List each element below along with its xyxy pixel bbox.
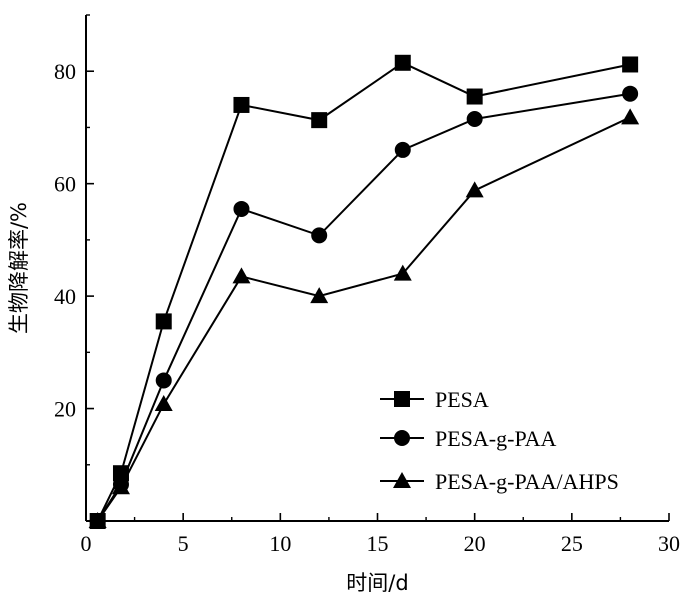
data-point-circle — [311, 227, 328, 244]
x-axis-title: 时间/d — [346, 571, 408, 595]
y-axis-title: 生物降解率/% — [7, 202, 31, 334]
x-tick-label: 25 — [561, 531, 583, 556]
legend-marker-triangle — [393, 472, 411, 488]
data-point-circle — [466, 111, 483, 128]
data-point-circle — [155, 372, 172, 389]
x-tick-label: 10 — [269, 531, 291, 556]
y-tick-label: 40 — [54, 284, 76, 309]
data-point-triangle — [88, 512, 107, 528]
data-point-circle — [233, 200, 250, 217]
data-point-square — [155, 313, 172, 330]
data-point-circle — [394, 141, 411, 158]
x-tick-label: 0 — [81, 531, 92, 556]
data-point-triangle — [310, 287, 329, 304]
data-point-square — [466, 88, 483, 105]
data-point-triangle — [393, 264, 412, 281]
data-point-triangle — [111, 478, 130, 495]
data-point-circle — [622, 85, 639, 102]
series-1 — [89, 54, 639, 529]
axes: 0 5 10 15 20 25 30 20 40 60 80 — [54, 14, 680, 556]
series-line — [96, 116, 631, 522]
data-point-square — [394, 54, 411, 71]
x-tick-label: 20 — [464, 531, 486, 556]
y-tick-label: 80 — [54, 59, 76, 84]
legend-label: PESA-g-PAA — [435, 426, 557, 451]
data-point-square — [233, 96, 250, 113]
data-point-square — [311, 112, 328, 129]
data-point-triangle — [232, 267, 251, 284]
y-tick-label: 20 — [54, 397, 76, 422]
data-point-triangle — [154, 395, 173, 412]
legend-label: PESA-g-PAA/AHPS — [435, 469, 619, 494]
data-point-square — [622, 56, 639, 73]
x-tick-label: 30 — [658, 531, 680, 556]
legend-item: PESA — [380, 387, 489, 412]
legend-marker-circle — [394, 430, 410, 446]
y-tick-label: 60 — [54, 172, 76, 197]
legend-item: PESA-g-PAA — [380, 426, 557, 451]
legend-item: PESA-g-PAA/AHPS — [380, 469, 619, 494]
data-point-triangle — [621, 108, 640, 125]
series-3 — [88, 108, 640, 528]
x-tick-label: 15 — [367, 531, 389, 556]
legend-label: PESA — [435, 387, 489, 412]
series-line — [96, 92, 631, 522]
legend: PESA PESA-g-PAA PESA-g-PAA/AHPS — [380, 387, 619, 494]
x-tick-label: 5 — [178, 531, 189, 556]
series-line — [96, 61, 631, 522]
legend-marker-square — [394, 391, 410, 407]
series-layer — [88, 54, 640, 529]
data-point-triangle — [465, 181, 484, 198]
